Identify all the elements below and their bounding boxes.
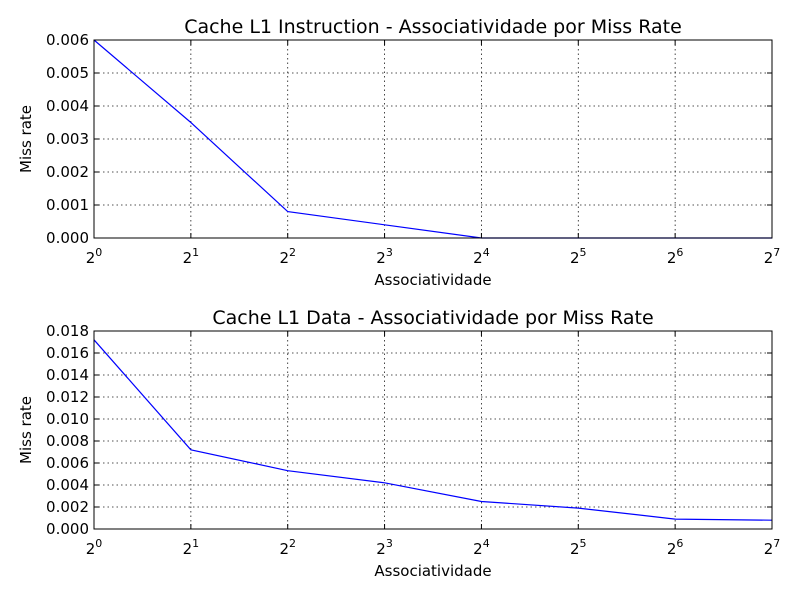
- chart-title: Cache L1 Instruction - Associatividade p…: [184, 16, 682, 38]
- x-tick-label: 24: [473, 246, 490, 267]
- plot-frame: [93, 330, 773, 530]
- series-line: [93, 339, 773, 521]
- grid: [93, 39, 773, 239]
- y-tick-label: 0.004: [46, 97, 89, 115]
- x-tick-label: 21: [183, 537, 200, 558]
- y-tick-label: 0.005: [46, 64, 89, 82]
- x-tick-label: 26: [667, 246, 684, 267]
- x-tick-label: 20: [86, 537, 103, 558]
- y-axis-label: Miss rate: [17, 105, 35, 173]
- x-tick-label: 25: [570, 246, 587, 267]
- y-axis-label: Miss rate: [17, 396, 35, 464]
- x-tick-label: 23: [376, 246, 393, 267]
- x-tick-label: 21: [183, 246, 200, 267]
- y-tick-label: 0.008: [46, 432, 89, 450]
- y-tick-label: 0.000: [46, 520, 89, 538]
- x-tick-label: 22: [279, 246, 296, 267]
- ticks: 20 21 22 23 24 25 26 27 0.000 0.002 0.004 0.006 0.00…: [46, 322, 780, 558]
- chart-title: Cache L1 Data - Associatividade por Miss…: [212, 307, 653, 329]
- x-tick-label: 23: [376, 537, 393, 558]
- y-tick-label: 0.003: [46, 130, 89, 148]
- x-tick-label: 24: [473, 537, 490, 558]
- x-axis-label: Associatividade: [374, 271, 491, 289]
- y-tick-label: 0.004: [46, 476, 89, 494]
- x-tick-label: 20: [86, 246, 103, 267]
- x-tick-label: 27: [764, 246, 781, 267]
- y-tick-label: 0.018: [46, 322, 89, 340]
- y-tick-label: 0.002: [46, 498, 89, 516]
- plot-frame: [93, 39, 773, 239]
- y-tick-label: 0.016: [46, 344, 89, 362]
- x-tick-label: 27: [764, 537, 781, 558]
- series-layer: [93, 339, 773, 521]
- chart-l1-instruction: Cache L1 Instruction - Associatividade p…: [17, 16, 780, 289]
- y-tick-label: 0.014: [46, 366, 89, 384]
- y-tick-label: 0.001: [46, 196, 89, 214]
- chart-l1-data: Cache L1 Data - Associatividade por Miss…: [17, 307, 780, 580]
- x-tick-label: 26: [667, 537, 684, 558]
- y-tick-label: 0.012: [46, 388, 89, 406]
- x-tick-label: 25: [570, 537, 587, 558]
- y-tick-label: 0.006: [46, 454, 89, 472]
- y-tick-label: 0.010: [46, 410, 89, 428]
- y-tick-label: 0.006: [46, 31, 89, 49]
- y-tick-label: 0.002: [46, 163, 89, 181]
- ticks: 20 21 22 23 24 25 26 27 0.000 0.001 0.002 0.003 0.00…: [46, 31, 780, 267]
- x-axis-label: Associatividade: [374, 562, 491, 580]
- grid: [93, 330, 773, 530]
- x-tick-label: 22: [279, 537, 296, 558]
- y-tick-label: 0.000: [46, 229, 89, 247]
